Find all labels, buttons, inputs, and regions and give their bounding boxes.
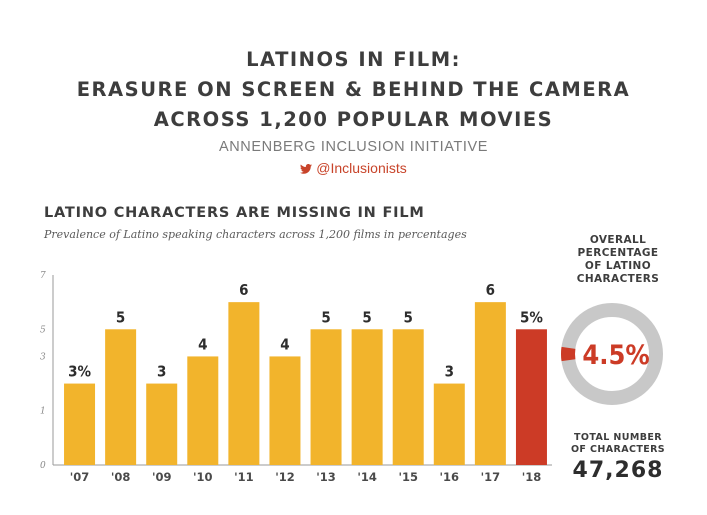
chart-subtitle: Prevalence of Latino speaking characters… bbox=[44, 228, 467, 241]
bar bbox=[310, 329, 342, 465]
x-tick-label: '09 bbox=[152, 470, 172, 484]
y-tick-label: 1 bbox=[40, 407, 46, 417]
overall-percentage-value: 4.5% bbox=[582, 340, 649, 371]
x-tick-label: '12 bbox=[275, 470, 295, 484]
bar-data-label: 6 bbox=[239, 281, 248, 299]
x-tick-label: '13 bbox=[316, 470, 336, 484]
title-line-1: LATINOS IN FILM: bbox=[246, 48, 461, 71]
overall-percentage-title: OVERALL PERCENTAGE OF LATINO CHARACTERS bbox=[558, 234, 678, 286]
bar bbox=[146, 383, 178, 465]
bar bbox=[433, 383, 465, 465]
y-tick-label: 3 bbox=[40, 352, 46, 362]
x-tick-label: '16 bbox=[440, 470, 460, 484]
bar bbox=[64, 383, 96, 465]
bar bbox=[474, 302, 506, 465]
bar-data-label: 5 bbox=[321, 308, 330, 326]
bar-data-label: 4 bbox=[280, 335, 289, 353]
x-tick-label: '14 bbox=[357, 470, 377, 484]
x-tick-label: '15 bbox=[398, 470, 418, 484]
y-tick-label: 5 bbox=[40, 325, 46, 335]
bar-data-label: 3 bbox=[157, 363, 166, 381]
y-tick-label: 0 bbox=[40, 461, 46, 471]
bar bbox=[105, 329, 137, 465]
overall-title-line: PERCENTAGE bbox=[577, 247, 659, 259]
bar-data-label: 6 bbox=[486, 281, 495, 299]
bar bbox=[228, 302, 260, 465]
bar-data-label: 5 bbox=[362, 308, 371, 326]
total-label-line: TOTAL NUMBER bbox=[574, 432, 662, 443]
bar bbox=[392, 329, 424, 465]
bar-data-label: 3 bbox=[445, 363, 454, 381]
bar bbox=[269, 356, 301, 465]
total-characters-label: TOTAL NUMBER OF CHARACTERS bbox=[555, 432, 681, 456]
bar bbox=[351, 329, 383, 465]
overall-title-line: CHARACTERS bbox=[576, 273, 660, 285]
bar bbox=[515, 329, 547, 465]
chart-title: LATINO CHARACTERS ARE MISSING IN FILM bbox=[44, 205, 425, 221]
bar-data-label: 5 bbox=[404, 308, 413, 326]
bar-data-label: 4 bbox=[198, 335, 207, 353]
overall-donut-segment bbox=[560, 303, 663, 405]
title-line-3: ACROSS 1,200 POPULAR MOVIES bbox=[153, 108, 554, 131]
bar bbox=[187, 356, 219, 465]
page-title: LATINOS IN FILM: ERASURE ON SCREEN & BEH… bbox=[0, 45, 707, 135]
overall-title-line: OF LATINO bbox=[584, 260, 652, 272]
x-tick-label: '08 bbox=[111, 470, 131, 484]
total-characters-value: 47,268 bbox=[572, 458, 664, 483]
x-tick-label: '11 bbox=[234, 470, 254, 484]
bar-data-label: 3% bbox=[68, 363, 91, 381]
bar-data-label: 5 bbox=[116, 308, 125, 326]
organization-name: ANNENBERG INCLUSION INITIATIVE bbox=[218, 139, 489, 155]
twitter-handle-text: @Inclusionists bbox=[316, 160, 407, 176]
x-tick-label: '07 bbox=[70, 470, 90, 484]
x-tick-label: '18 bbox=[522, 470, 542, 484]
total-label-line: OF CHARACTERS bbox=[570, 444, 666, 455]
overall-title-line: OVERALL bbox=[589, 234, 647, 246]
x-tick-label: '10 bbox=[193, 470, 213, 484]
twitter-handle-link[interactable]: @Inclusionists bbox=[0, 160, 707, 177]
twitter-bird-icon bbox=[300, 161, 313, 177]
y-tick-label: 7 bbox=[40, 271, 46, 281]
x-tick-label: '17 bbox=[481, 470, 501, 484]
title-line-2: ERASURE ON SCREEN & BEHIND THE CAMERA bbox=[76, 78, 631, 101]
bar-data-label: 5% bbox=[520, 308, 543, 326]
